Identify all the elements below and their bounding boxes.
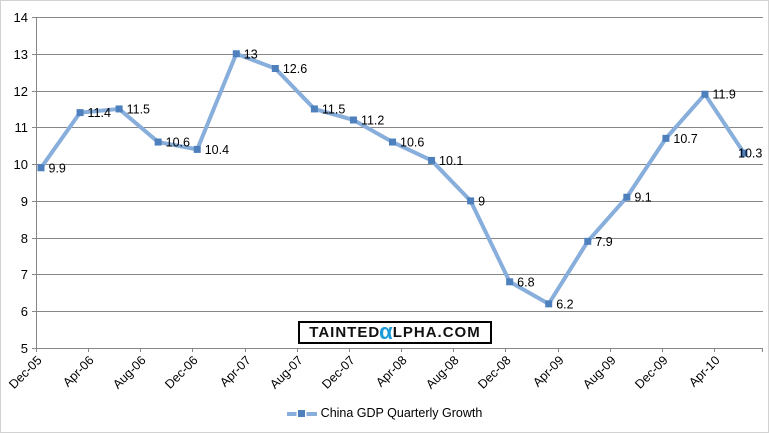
legend-marker-swatch — [298, 410, 306, 417]
data-point-label: 10.6 — [166, 136, 190, 150]
y-axis-label: 8 — [21, 231, 28, 246]
y-axis-label: 14 — [14, 10, 28, 25]
x-axis-label: Aug-06 — [110, 353, 148, 391]
data-point-marker — [349, 116, 357, 124]
data-point-marker — [623, 193, 631, 201]
x-axis-label: Aug-09 — [580, 353, 618, 391]
x-axis-label: Apr-06 — [60, 353, 96, 389]
watermark: TAINTED α LPHA.COM — [298, 320, 492, 344]
y-axis-label: 11 — [15, 120, 29, 135]
data-point-marker — [37, 164, 45, 172]
y-axis-label: 5 — [21, 341, 28, 356]
data-point-marker — [310, 105, 318, 113]
x-axis-label: Apr-08 — [373, 353, 409, 389]
x-axis-label: Apr-07 — [217, 353, 253, 389]
data-point-label: 6.8 — [517, 275, 534, 289]
data-point-label: 7.9 — [595, 235, 612, 249]
x-axis-label: Aug-08 — [423, 353, 461, 391]
y-axis-label: 13 — [14, 47, 28, 62]
data-point-label: 6.2 — [556, 297, 573, 311]
data-point-marker — [115, 105, 123, 113]
x-axis-label: Dec-08 — [475, 353, 513, 391]
data-point-label: 11.5 — [322, 102, 345, 116]
x-axis-label: Dec-06 — [162, 353, 200, 391]
data-point-label: 11.2 — [361, 113, 384, 127]
data-point-label: 9.9 — [49, 161, 66, 175]
y-axis-label: 12 — [14, 84, 28, 99]
data-point-label: 10.1 — [439, 154, 463, 168]
data-point-label: 9.1 — [634, 191, 651, 205]
y-axis-label: 6 — [21, 304, 28, 319]
data-point-label: 10.6 — [400, 136, 424, 150]
data-point-marker — [467, 197, 475, 205]
x-axis-label: Dec-07 — [319, 353, 357, 391]
x-axis-label: Dec-09 — [632, 353, 670, 391]
x-axis-label: Aug-07 — [267, 353, 305, 391]
watermark-prefix: TAINTED — [309, 324, 381, 341]
data-point-marker — [584, 237, 592, 245]
data-point-marker — [662, 134, 670, 142]
data-point-label: 9 — [478, 194, 485, 208]
x-axis-label: Apr-10 — [686, 353, 722, 389]
data-point-marker — [193, 145, 201, 153]
data-point-label: 10.7 — [673, 132, 697, 146]
data-point-marker — [701, 90, 709, 98]
data-point-label: 11.9 — [712, 88, 735, 102]
data-point-label: 13 — [244, 47, 258, 61]
y-axis-label: 10 — [14, 157, 28, 172]
x-axis-label: Apr-09 — [530, 353, 566, 389]
data-point-marker — [76, 109, 84, 117]
watermark-suffix: LPHA.COM — [392, 324, 481, 341]
data-point-marker — [154, 138, 162, 146]
data-point-marker — [545, 300, 553, 308]
x-axis-label: Dec-05 — [6, 353, 44, 391]
data-point-label: 11.4 — [88, 106, 111, 120]
data-point-marker — [506, 278, 514, 286]
data-point-label: 10.3 — [738, 147, 762, 161]
legend: China GDP Quarterly Growth — [1, 405, 768, 421]
legend-series-label: China GDP Quarterly Growth — [320, 406, 483, 420]
data-point-marker — [740, 149, 748, 157]
legend-line-marker-icon — [286, 407, 317, 420]
y-axis-label: 9 — [21, 194, 28, 209]
y-axis-label: 7 — [21, 267, 28, 282]
data-point-label: 10.4 — [205, 143, 229, 157]
data-point-marker — [232, 50, 240, 58]
data-point-marker — [271, 64, 279, 72]
data-point-label: 12.6 — [283, 62, 307, 76]
data-point-marker — [428, 156, 436, 164]
data-point-label: 11.5 — [127, 102, 150, 116]
data-point-marker — [389, 138, 396, 146]
